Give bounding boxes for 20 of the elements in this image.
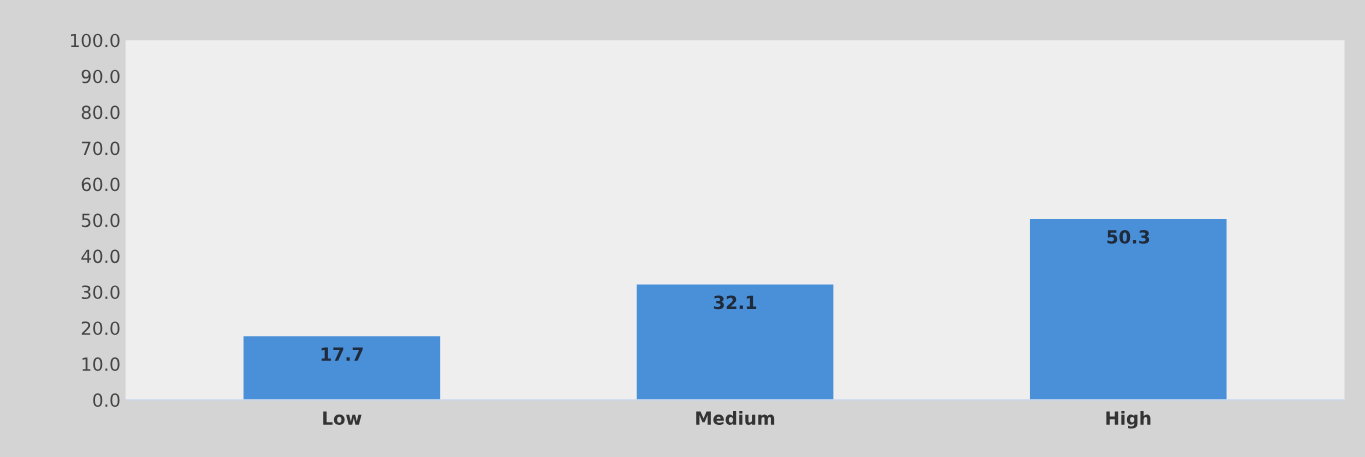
data-label: 50.3	[1107, 230, 1150, 244]
y-tick-label: 0.0	[93, 393, 120, 407]
x-tick-label: Low	[323, 411, 362, 425]
bar	[1029, 218, 1227, 400]
y-tick-label: 30.0	[81, 285, 120, 300]
x-tick-label: Medium	[696, 410, 775, 425]
y-tick-label: 10.0	[82, 357, 120, 372]
y-tick-label: 20.0	[81, 321, 120, 336]
y-tick-label: 40.0	[81, 249, 120, 264]
data-label: 32.1	[713, 295, 757, 310]
y-tick-label: 60.0	[81, 177, 120, 192]
x-tick-label: High	[1106, 410, 1151, 429]
data-label: 17.7	[321, 347, 363, 361]
bar	[636, 284, 834, 400]
y-tick-label: 100.0	[71, 33, 120, 48]
y-tick-label: 50.0	[81, 213, 120, 228]
y-tick-label: 80.0	[81, 105, 120, 120]
y-tick-label: 70.0	[82, 141, 120, 156]
bar	[243, 336, 441, 400]
y-tick-label: 90.0	[81, 69, 120, 84]
